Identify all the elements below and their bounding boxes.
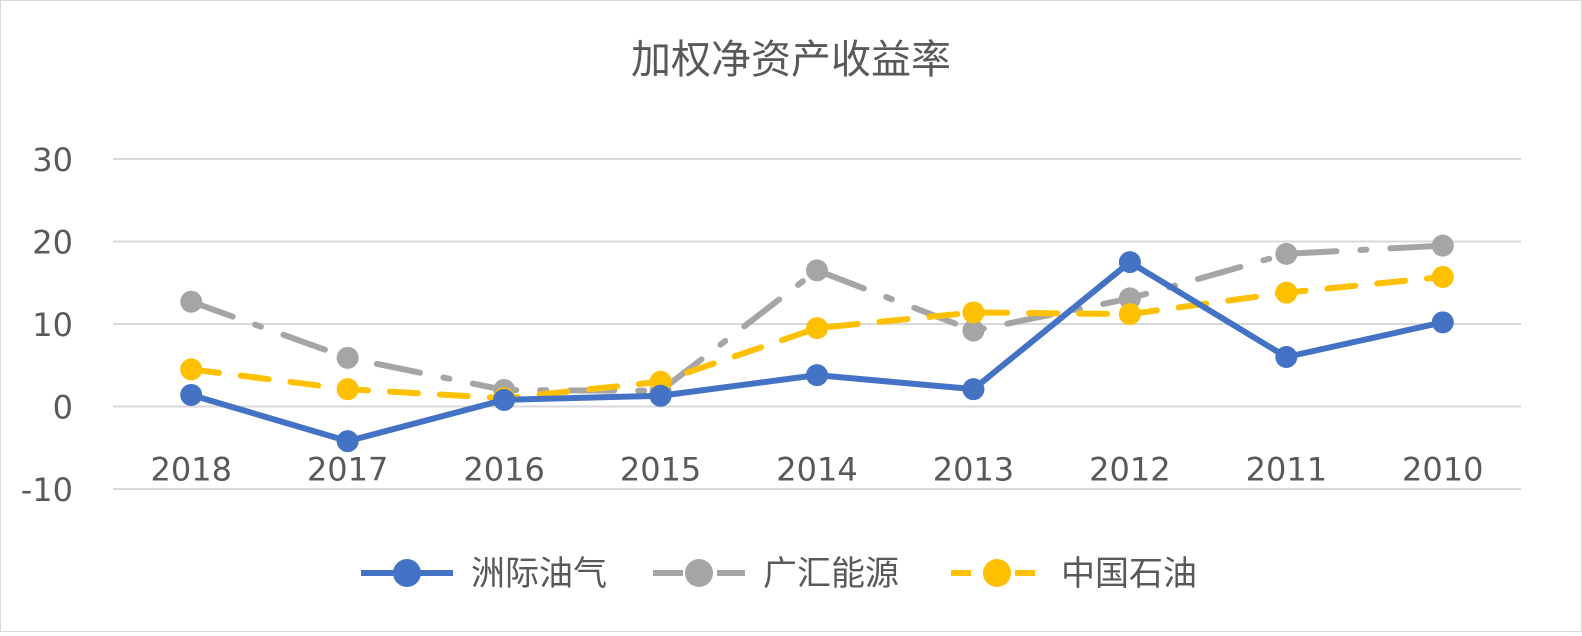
series-lines <box>180 234 1454 453</box>
data-point <box>1118 303 1141 326</box>
data-point <box>1275 242 1298 265</box>
data-point <box>806 259 828 282</box>
legend: 洲际油气 广汇能源 中国石油 <box>361 554 1197 594</box>
data-point <box>180 383 203 406</box>
series-3 <box>180 265 1454 410</box>
series-line <box>188 242 1446 394</box>
series-1 <box>180 251 1454 453</box>
data-point <box>336 430 359 453</box>
y-tick-label: -10 <box>21 471 73 509</box>
y-tick-label: 20 <box>32 224 73 262</box>
data-point <box>1431 234 1454 257</box>
legend-label: 广汇能源 <box>763 554 899 594</box>
x-tick-label: 2016 <box>463 451 544 489</box>
data-point <box>1431 311 1454 334</box>
data-point <box>806 317 828 340</box>
legend-swatch-marker <box>983 559 1011 587</box>
data-point <box>180 290 203 313</box>
legend-label: 洲际油气 <box>471 554 607 594</box>
data-point <box>962 378 985 401</box>
series-line <box>188 259 1446 445</box>
y-tick-label: 30 <box>32 141 73 179</box>
legend-label: 中国石油 <box>1061 554 1197 594</box>
data-point <box>336 346 359 369</box>
legend-item: 洲际油气 <box>361 554 607 594</box>
data-point <box>1118 287 1141 310</box>
legend-item: 中国石油 <box>951 554 1197 594</box>
y-axis-tick-labels: 30 20 10 0 -10 <box>21 141 73 509</box>
data-point <box>493 388 516 411</box>
x-tick-label: 2013 <box>933 451 1014 489</box>
y-tick-label: 10 <box>32 306 73 344</box>
x-tick-label: 2012 <box>1089 451 1170 489</box>
data-point <box>1275 346 1298 368</box>
series-line <box>188 273 1446 402</box>
x-tick-label: 2014 <box>776 451 857 489</box>
y-tick-label: 0 <box>53 389 73 427</box>
data-point <box>962 319 985 342</box>
x-tick-label: 2010 <box>1402 451 1483 489</box>
x-tick-label: 2011 <box>1246 451 1327 489</box>
data-point <box>649 384 672 407</box>
x-tick-label: 2017 <box>307 451 388 489</box>
data-point <box>1118 251 1141 274</box>
data-point <box>1431 265 1454 288</box>
x-tick-label: 2015 <box>620 451 701 489</box>
legend-item: 广汇能源 <box>653 554 899 594</box>
data-point <box>336 378 359 401</box>
data-point <box>1275 281 1298 304</box>
data-point <box>962 301 985 324</box>
x-tick-label: 2018 <box>151 451 232 489</box>
legend-swatch-marker <box>393 559 421 587</box>
legend-swatch-marker <box>685 559 713 587</box>
data-point <box>180 358 203 381</box>
data-point <box>806 364 828 387</box>
x-axis-tick-labels: 2018 2017 2016 2015 2014 2013 2012 2011 2010 <box>151 451 1484 489</box>
chart-title: 加权净资产收益率 <box>631 37 951 83</box>
